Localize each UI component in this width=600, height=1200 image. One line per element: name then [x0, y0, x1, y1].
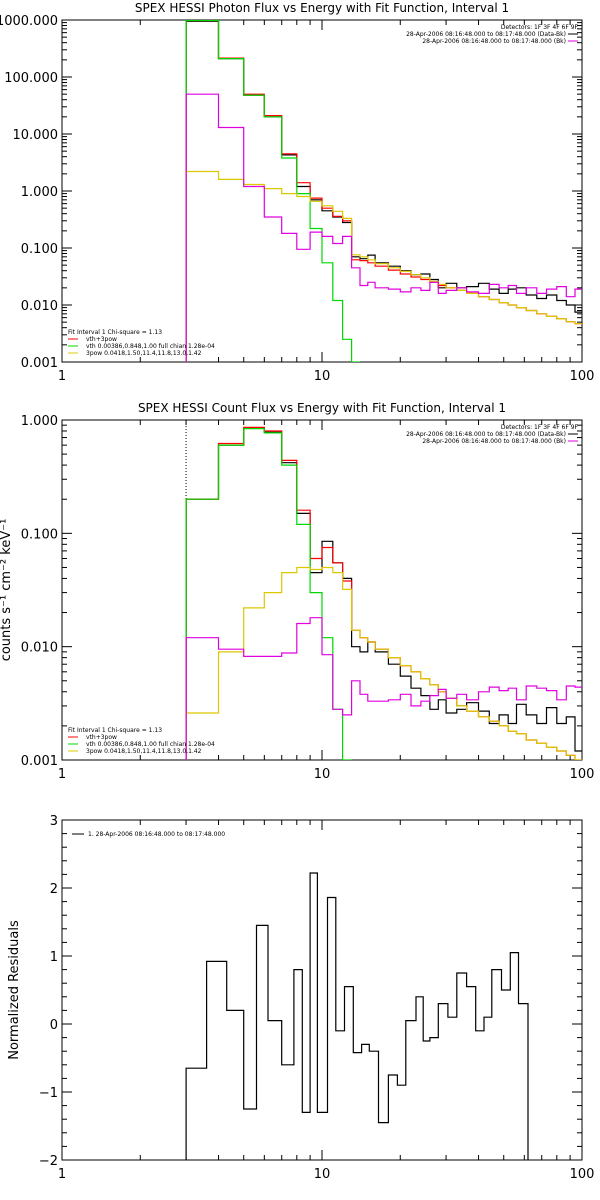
- legend-left-entry: vth+3pow: [86, 336, 117, 343]
- y-tick-label: 10.000: [13, 128, 59, 143]
- series-line-data-bk: [185, 427, 582, 760]
- y-tick-label: 0: [50, 1018, 58, 1033]
- legend-left-entry: Fit Interval 1 Chi-square = 1.13: [68, 727, 162, 734]
- y-tick-label: 0.100: [21, 242, 58, 257]
- x-tick-label: 100: [570, 369, 595, 384]
- series-line-vth: [185, 428, 352, 760]
- y-tick-label: 1: [50, 950, 58, 965]
- legend-left-entry: vth+3pow: [86, 734, 117, 741]
- series-line-3pow: [185, 566, 582, 760]
- series-line-bk: [185, 617, 582, 760]
- x-tick-label: 1: [58, 767, 66, 782]
- x-tick-label: 10: [314, 767, 331, 782]
- legend-right-entry: 28-Apr-2006 08:16:48.000 to 08:17:48.000…: [422, 38, 566, 45]
- y-tick-label: 0.100: [21, 527, 58, 542]
- series-line-vth-3pow: [185, 426, 582, 760]
- legend-left-entry: 3pow 0.0418,1.50,11.4,11.8,13.0,1.42: [86, 350, 202, 357]
- y-tick-label: 1.000: [21, 185, 58, 200]
- legend-left-entry: vth 0.00386,0.848,1.00 full chian 1.28e-…: [86, 741, 215, 748]
- legend-right-entry: 28-Apr-2006 08:16:48.000 to 08:17:48.000…: [406, 431, 566, 438]
- legend-right-entry: 28-Apr-2006 08:16:48.000 to 08:17:48.000…: [406, 31, 566, 38]
- x-tick-label: 1: [58, 1167, 66, 1182]
- y-tick-label: 100.000: [4, 71, 58, 86]
- y-axis-label: counts s⁻¹ cm⁻² keV⁻¹: [0, 519, 14, 662]
- y-tick-label: 1000.000: [0, 14, 58, 29]
- y-tick-label: 3: [50, 814, 58, 829]
- y-tick-label: −1: [39, 1086, 58, 1101]
- x-tick-label: 10: [314, 1167, 331, 1182]
- series-line-vth: [185, 20, 360, 362]
- legend-right-entry: Detectors: 1F 3F 4F 6F 9F: [501, 424, 579, 431]
- legend-left-entry: Fit Interval 1 Chi-square = 1.13: [68, 329, 162, 336]
- x-tick-label: 10: [314, 369, 331, 384]
- y-tick-label: 0.010: [21, 299, 58, 314]
- plot-frame: [61, 19, 583, 363]
- y-tick-label: 0.001: [21, 356, 58, 371]
- y-tick-label: −2: [39, 1154, 58, 1169]
- legend-right-entry: 28-Apr-2006 08:16:48.000 to 08:17:48.000…: [422, 438, 566, 445]
- chart-panel-2: SPEX HESSI Count Flux vs Energy with Fit…: [0, 401, 594, 782]
- y-tick-label: 2: [50, 882, 58, 897]
- series-line-data-bk: [185, 20, 582, 362]
- chart-panel-1: SPEX HESSI Photon Flux vs Energy with Fi…: [0, 1, 594, 384]
- x-tick-label: 100: [570, 1167, 595, 1182]
- series-line-vth-3pow: [185, 20, 582, 362]
- series-line-bk: [185, 93, 582, 362]
- y-tick-label: 0.001: [21, 754, 58, 769]
- legend-left-entry: 1. 28-Apr-2006 08:16:48.000 to 08:17:48.…: [88, 831, 225, 838]
- chart-title: SPEX HESSI Photon Flux vs Energy with Fi…: [135, 1, 509, 15]
- chart-title: SPEX HESSI Count Flux vs Energy with Fit…: [138, 401, 506, 415]
- legend-left-entry: vth 0.00386,0.848,1.00 full chian 1.28e-…: [86, 343, 215, 350]
- x-tick-label: 1: [58, 369, 66, 384]
- y-tick-label: 0.010: [21, 641, 58, 656]
- legend-right-entry: Detectors: 1F 3F 4F 6F 9F: [501, 24, 579, 31]
- series-line-1-28-apr-2006-08-16-48-000-to-08-17-48-000: [185, 872, 529, 1160]
- chart-panel-3: 1 10 100 −2 −1 0 1 2 3 Normalized Residuals 1. 28-…: [7, 814, 594, 1182]
- series-line-3pow: [185, 170, 582, 362]
- plot-frame: [61, 419, 583, 761]
- x-tick-label: 100: [570, 767, 595, 782]
- legend-left-entry: 3pow 0.0418,1.50,11.4,11.8,13.0,1.42: [86, 748, 202, 755]
- y-tick-label: 1.000: [21, 414, 58, 429]
- y-axis-label: Normalized Residuals: [7, 920, 22, 1060]
